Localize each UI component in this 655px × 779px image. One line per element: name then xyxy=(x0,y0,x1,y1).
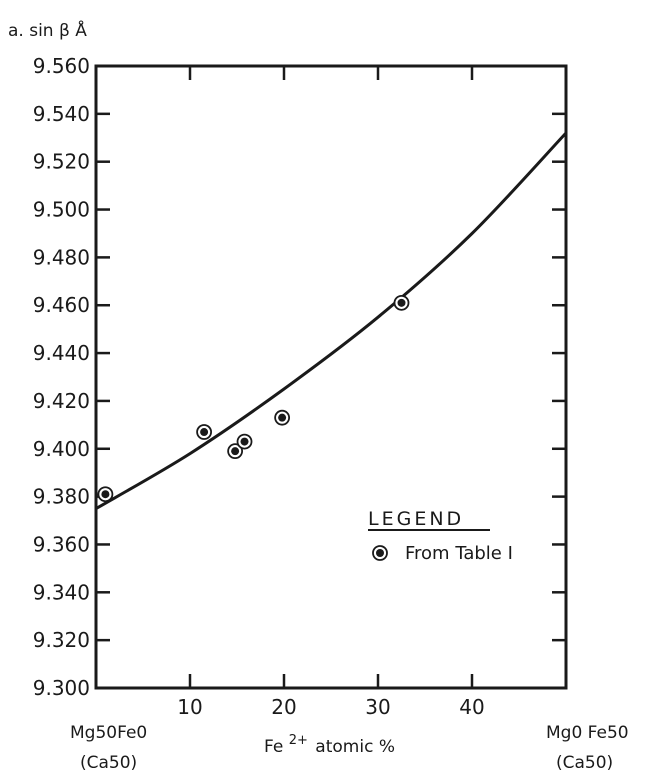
right-end-label-line1: Mg0 Fe50 xyxy=(546,723,629,743)
x-axis-label-sup: 2+ xyxy=(289,733,308,748)
left-end-label-line1: Mg50Fe0 xyxy=(70,723,147,743)
y-tick-label: 9.380 xyxy=(33,485,90,509)
data-point xyxy=(227,443,244,460)
y-tick-label: 9.480 xyxy=(33,245,90,269)
data-point-dot xyxy=(200,428,209,437)
data-point xyxy=(393,294,410,311)
x-ticks: 10 20 30 40 xyxy=(177,66,485,719)
legend-title: LEGEND xyxy=(368,508,464,530)
x-tick-label: 20 xyxy=(271,695,296,719)
fit-curve xyxy=(95,131,568,510)
y-tick-label: 9.540 xyxy=(33,102,90,126)
legend-marker-inner xyxy=(376,549,384,557)
y-tick-label: 9.500 xyxy=(33,198,90,222)
data-point-dot xyxy=(278,413,287,422)
y-tick-label: 9.320 xyxy=(33,628,90,652)
data-point-dot xyxy=(101,490,110,499)
y-tick-label: 9.560 xyxy=(33,54,90,78)
data-point-dot xyxy=(397,298,406,307)
data-point-dot xyxy=(231,447,240,456)
x-tick-label: 30 xyxy=(365,695,390,719)
data-point xyxy=(196,424,213,440)
y-tick-label: 9.440 xyxy=(33,341,90,365)
y-axis-label: a. sin β Å xyxy=(8,19,87,41)
x-tick-label: 40 xyxy=(459,695,484,719)
right-end-label-line2: (Ca50) xyxy=(556,753,613,773)
y-tick-label: 9.400 xyxy=(33,437,90,461)
y-tick-label: 9.340 xyxy=(33,580,90,604)
legend: LEGEND From Table I xyxy=(368,508,513,564)
x-axis-label-rest: atomic % xyxy=(315,737,395,757)
y-tick-label: 9.300 xyxy=(33,676,90,700)
plot-frame xyxy=(94,64,568,690)
data-point xyxy=(274,409,291,426)
y-tick-label: 9.460 xyxy=(33,293,90,317)
x-tick-label: 10 xyxy=(177,695,202,719)
legend-entry-label: From Table I xyxy=(405,543,513,564)
y-tick-label: 9.520 xyxy=(33,150,90,174)
y-ticks: 9.300 9.320 9.340 9.360 9.380 9.400 9.420 9.440… xyxy=(33,54,566,700)
left-end-label-line2: (Ca50) xyxy=(80,753,137,773)
data-point-dot xyxy=(240,437,249,446)
data-points xyxy=(97,294,410,503)
data-point xyxy=(236,433,253,450)
x-axis-label: Fe 2+ atomic % xyxy=(264,729,395,757)
data-point xyxy=(97,486,114,503)
x-axis-label-main: Fe xyxy=(264,737,283,757)
y-tick-label: 9.360 xyxy=(33,532,90,556)
y-tick-label: 9.420 xyxy=(33,389,90,413)
